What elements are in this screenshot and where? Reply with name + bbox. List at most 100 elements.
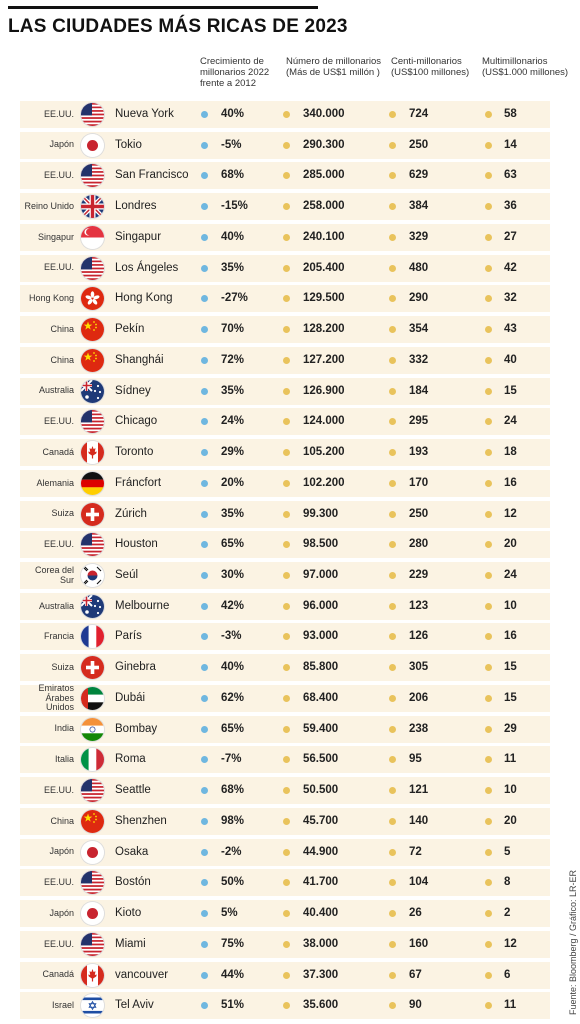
millionaires-value: 99.300 [303, 507, 339, 520]
country-label: EE.UU. [43, 539, 74, 550]
city-name: Sídney [115, 384, 151, 397]
centi-millionaires-value: 229 [409, 569, 429, 582]
multi-dot [485, 572, 492, 580]
city-name: Chicago [115, 415, 158, 428]
growth-value: 35% [221, 384, 245, 397]
country-label: Suiza [51, 661, 74, 672]
france-flag-icon [81, 625, 104, 649]
millionaires-dot [283, 111, 290, 118]
city-name: Fráncfort [115, 476, 162, 489]
millionaires-dot [283, 295, 290, 303]
centi-dot [389, 326, 396, 334]
growth-value: 20% [221, 476, 245, 489]
multi-dot [485, 172, 492, 180]
growth-value: 72% [221, 353, 245, 366]
city-name: Toronto [115, 446, 154, 459]
millionaires-dot [283, 910, 290, 918]
multimillionaires-value: 58 [504, 108, 517, 120]
millionaires-value: 50.500 [303, 784, 339, 797]
city-name: Melbourne [115, 599, 170, 612]
city-name: Seattle [115, 784, 151, 797]
centi-millionaires-value: 193 [409, 446, 429, 459]
growth-value: 29% [221, 446, 245, 459]
multimillionaires-value: 20 [504, 538, 517, 551]
table-row: Canadá vancouver 44% 37.300 67 6 [20, 961, 550, 989]
growth-dot [201, 172, 208, 180]
multimillionaires-value: 43 [504, 323, 517, 336]
growth-value: 68% [221, 169, 245, 182]
millionaires-value: 285.000 [303, 169, 345, 182]
multimillionaires-value: 10 [504, 599, 517, 612]
millionaires-value: 68.400 [303, 691, 339, 704]
centi-millionaires-value: 250 [409, 507, 429, 520]
city-name: Bostón [115, 876, 151, 889]
growth-value: 51% [221, 999, 245, 1012]
centi-millionaires-value: 26 [409, 907, 422, 920]
millionaires-value: 129.500 [303, 292, 345, 305]
centi-dot [389, 295, 396, 303]
italy-flag-icon [81, 748, 104, 772]
multimillionaires-value: 18 [504, 446, 517, 459]
uk-flag-icon [81, 195, 104, 219]
city-name: Tel Aviv [115, 999, 154, 1012]
country-label: EE.UU. [43, 262, 74, 273]
growth-value: 42% [221, 599, 245, 612]
singapore-flag-icon [81, 225, 104, 249]
millionaires-value: 44.900 [303, 845, 339, 858]
growth-dot [201, 940, 208, 948]
country-label: India [54, 723, 74, 734]
city-name: Hong Kong [115, 292, 173, 305]
table-row: EE.UU. Seattle 68% 50.500 121 10 [20, 777, 550, 805]
country-label: EE.UU. [43, 784, 74, 795]
country-label: Canadá [42, 446, 74, 457]
multi-dot [485, 694, 492, 702]
multi-dot [485, 479, 492, 487]
millionaires-value: 124.000 [303, 415, 345, 428]
country-label: Australia [38, 385, 74, 396]
growth-value: 68% [221, 784, 245, 797]
growth-value: 65% [221, 722, 245, 735]
centi-millionaires-value: 126 [409, 630, 429, 643]
centi-dot [389, 172, 396, 180]
multimillionaires-value: 15 [504, 691, 517, 704]
centi-millionaires-value: 67 [409, 968, 422, 981]
centi-millionaires-value: 121 [409, 784, 429, 797]
city-name: Ginebra [115, 661, 156, 674]
millionaires-value: 41.700 [303, 876, 339, 889]
growth-value: 24% [221, 415, 245, 428]
multimillionaires-value: 14 [504, 138, 517, 151]
growth-dot [201, 264, 208, 272]
table-row: Israel Tel Aviv 51% 35.600 90 11 [20, 992, 550, 1020]
multi-dot [485, 356, 492, 364]
centi-millionaires-value: 123 [409, 599, 429, 612]
centi-dot [389, 479, 396, 487]
millionaires-dot [283, 694, 290, 702]
millionaires-dot [283, 387, 290, 395]
millionaires-value: 40.400 [303, 907, 339, 920]
growth-value: -15% [221, 200, 248, 213]
growth-value: 44% [221, 968, 245, 981]
header-millionaires: Número de millonarios (Más de US$1 milló… [286, 56, 382, 78]
centi-dot [389, 203, 396, 211]
growth-value: -7% [221, 753, 242, 766]
millionaires-dot [283, 233, 290, 241]
country-label: Hong Kong [28, 293, 74, 304]
city-name: Nueva York [115, 108, 174, 120]
growth-dot [201, 879, 208, 887]
table-row: Japón Osaka -2% 44.900 72 5 [20, 838, 550, 866]
growth-value: 62% [221, 691, 245, 704]
centi-dot [389, 141, 396, 149]
multimillionaires-value: 42 [504, 261, 517, 274]
multi-dot [485, 817, 492, 825]
table-row: EE.UU. Miami 75% 38.000 160 12 [20, 930, 550, 958]
millionaires-dot [283, 664, 290, 672]
growth-dot [201, 541, 208, 549]
growth-value: 40% [221, 230, 245, 243]
growth-dot [201, 817, 208, 825]
china-flag-icon [81, 809, 104, 833]
millionaires-value: 56.500 [303, 753, 339, 766]
millionaires-value: 290.300 [303, 138, 345, 151]
usa-flag-icon [81, 410, 104, 434]
centi-dot [389, 510, 396, 518]
multi-dot [485, 141, 492, 149]
